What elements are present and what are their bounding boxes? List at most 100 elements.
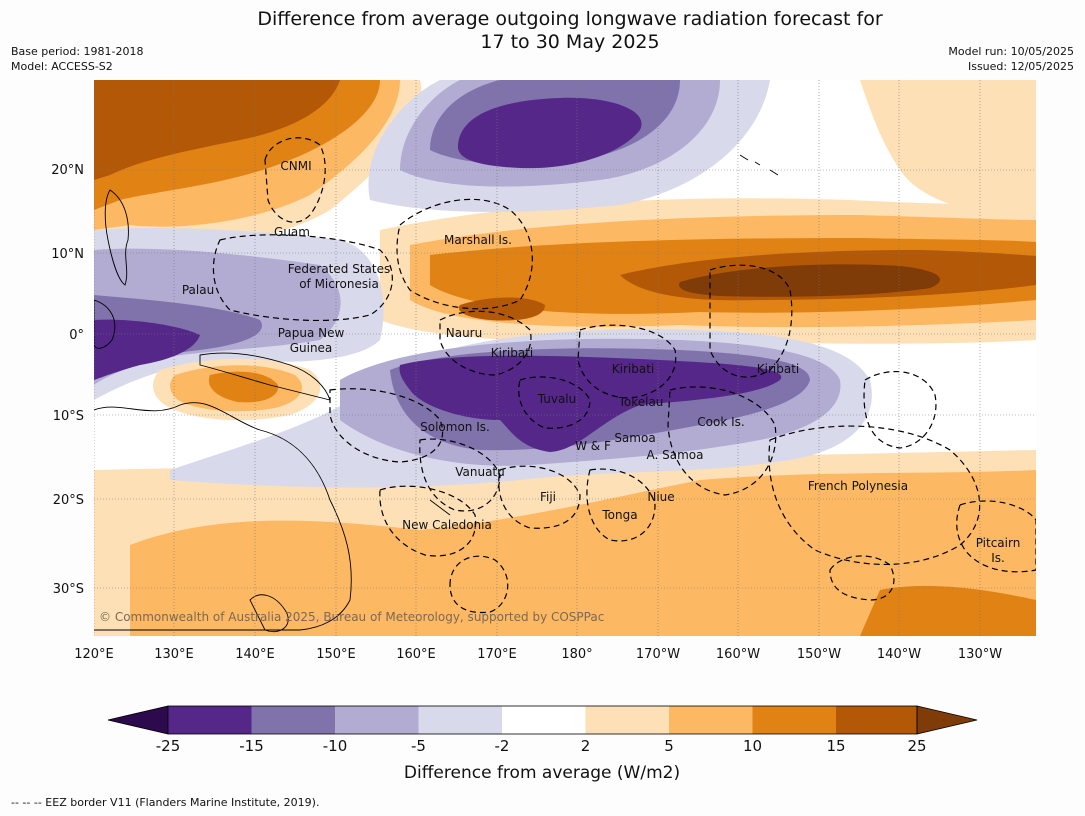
eez-tuvalu <box>518 376 591 429</box>
map-area: CNMI Guam Marshall Is. Federated States … <box>94 80 1036 636</box>
borneo-coast <box>94 299 116 349</box>
label-niue: Niue <box>647 490 674 504</box>
lon-tick-120e: 120°E <box>74 647 114 662</box>
colorbar-swatch <box>418 706 502 734</box>
anomaly-itcz-deepbrown <box>679 264 940 297</box>
eez-marshall <box>396 198 533 310</box>
colorbar-high-extension <box>916 705 978 735</box>
label-tonga: Tonga <box>601 508 637 522</box>
lon-tick-140w: 140°W <box>877 647 921 662</box>
eez-new-caledonia <box>379 485 477 557</box>
hawaii-coast <box>739 154 779 176</box>
anomaly-north-darkpurple <box>457 97 642 169</box>
philippines-coast <box>104 189 129 286</box>
label-kiribati-e: Kiribati <box>757 362 799 376</box>
label-cook: Cook Is. <box>697 415 744 429</box>
lat-tick-30s: 30°S <box>53 582 84 597</box>
lon-tick-150w: 150°W <box>797 647 841 662</box>
lat-tick-20s: 20°S <box>53 493 84 508</box>
colorbar: -25 -15 -10 -5 -2 2 5 10 15 25 Differenc… <box>107 705 978 783</box>
label-png-2: Guinea <box>290 341 333 355</box>
issued-date: Issued: 12/05/2025 <box>967 60 1074 73</box>
new-zealand-coast <box>249 594 289 632</box>
eez-kiribati-c <box>577 324 677 399</box>
colorbar-label: -15 <box>239 737 264 755</box>
colorbar-swatch <box>585 706 669 734</box>
colorbar-title: Difference from average (W/m2) <box>404 763 680 783</box>
model-name: Model: ACCESS-S2 <box>11 60 113 73</box>
label-kiribati-c: Kiribati <box>612 362 654 376</box>
lat-tick-20n: 20°N <box>51 163 84 178</box>
label-tokelau: Tokelau <box>618 395 664 409</box>
label-guam: Guam <box>274 225 310 239</box>
label-nauru: Nauru <box>446 326 482 340</box>
anomaly-south-orange <box>130 470 1036 636</box>
label-vanuatu: Vanuatu <box>455 465 505 479</box>
new-caledonia-coast <box>429 499 451 516</box>
eez-south-circle <box>449 555 509 614</box>
label-french-polynesia: French Polynesia <box>808 479 908 493</box>
base-period: Base period: 1981-2018 <box>11 45 144 58</box>
label-tuvalu: Tuvalu <box>537 392 577 406</box>
label-marshall: Marshall Is. <box>444 233 512 247</box>
lon-tick-180: 180° <box>561 647 592 662</box>
eez-borders <box>212 137 1036 614</box>
colorbar-low-extension <box>107 705 169 735</box>
eez-fiji <box>498 465 581 529</box>
anomaly-ne-peach <box>860 80 1036 220</box>
anomaly-coral-darkorange <box>208 371 279 403</box>
lon-tick-170e: 170°E <box>477 647 517 662</box>
label-american-samoa: A. Samoa <box>647 448 704 462</box>
lon-tick-130w: 130°W <box>958 647 1002 662</box>
anomaly-sc-darkpurple <box>399 355 782 452</box>
colorbar-label: -25 <box>156 737 181 755</box>
eez-solomon <box>329 388 444 463</box>
place-labels: CNMI Guam Marshall Is. Federated States … <box>182 159 1020 565</box>
label-solomon: Solomon Is. <box>420 420 490 434</box>
label-cnmi: CNMI <box>280 159 311 173</box>
grid-lines <box>94 80 1036 636</box>
lon-tick-130e: 130°E <box>154 647 194 662</box>
lon-tick-160w: 160°W <box>716 647 760 662</box>
eez-kiribati-w <box>439 310 532 376</box>
eez-fsm <box>212 234 393 322</box>
colorbar-swatch <box>251 706 335 734</box>
anomaly-nw-brown <box>94 80 340 180</box>
meta-left: Base period: 1981-2018 Model: ACCESS-S2 <box>11 44 143 74</box>
colorbar-label: 2 <box>581 737 591 755</box>
label-fsm-2: of Micronesia <box>299 277 379 291</box>
label-new-caledonia: New Caledonia <box>402 518 492 532</box>
map-title: Difference from average outgoing longwav… <box>0 8 1085 54</box>
eez-tonga <box>586 468 656 542</box>
colorbar-label: -2 <box>495 737 510 755</box>
map-credit: © Commonwealth of Australia 2025, Bureau… <box>99 610 604 624</box>
label-pitcairn-2: Is. <box>991 551 1005 565</box>
colorbar-swatch <box>836 706 917 734</box>
label-fiji: Fiji <box>540 490 556 504</box>
colorbar-swatch <box>168 706 252 734</box>
colorbar-label: 10 <box>743 737 762 755</box>
lon-tick-150e: 150°E <box>316 647 356 662</box>
label-kiribati-w: Kiribati <box>491 346 533 360</box>
label-fsm-1: Federated States <box>288 262 390 276</box>
eez-cook <box>667 386 777 496</box>
colorbar-label: 5 <box>664 737 674 755</box>
lat-tick-10n: 10°N <box>51 247 84 262</box>
label-pitcairn-1: Pitcairn <box>976 536 1021 550</box>
colorbar-swatch <box>752 706 836 734</box>
eez-cnmi <box>264 137 326 223</box>
eez-line-is <box>863 371 937 449</box>
lat-tick-10s: 10°S <box>53 409 84 424</box>
colorbar-label: -10 <box>323 737 348 755</box>
anomaly-south-darkorange <box>860 585 1036 636</box>
title-line-1: Difference from average outgoing longwav… <box>257 8 883 30</box>
label-palau: Palau <box>182 283 214 297</box>
meta-right: Model run: 10/05/2025 Issued: 12/05/2025 <box>948 44 1074 74</box>
colorbar-label: -5 <box>411 737 426 755</box>
lon-tick-140e: 140°E <box>235 647 275 662</box>
model-run: Model run: 10/05/2025 <box>948 45 1074 58</box>
colorbar-swatch <box>502 706 586 734</box>
eez-footnote: -- -- -- EEZ border V11 (Flanders Marine… <box>11 796 320 809</box>
lon-tick-160e: 160°E <box>396 647 436 662</box>
